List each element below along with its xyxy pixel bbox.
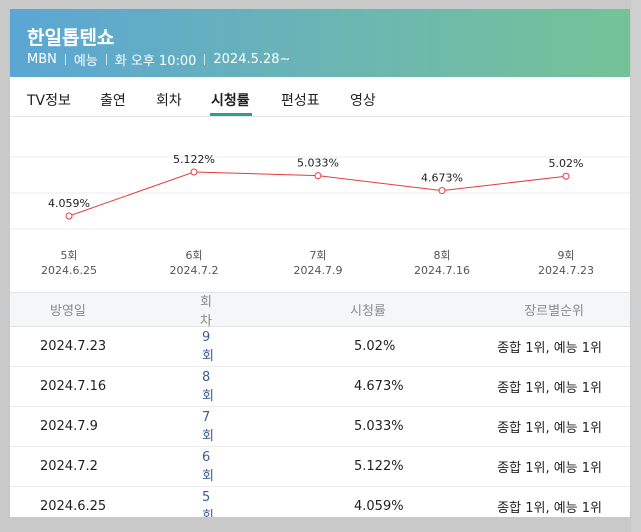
table-header: 방영일 회차 시청률 장르별순위 <box>10 292 630 329</box>
tab-ratings[interactable]: 시청률 <box>211 93 250 109</box>
tab-video[interactable]: 영상 <box>350 93 376 109</box>
program-title[interactable]: 한일톱텐쇼 <box>27 27 115 49</box>
header-rating: 시청률 <box>350 304 386 319</box>
table-row: 2024.7.2 6회 5.122% 종합 1위, 예능 1위 <box>10 447 630 487</box>
start-date-label: 2024.5.28~ <box>213 52 291 67</box>
ratings-line-chart: 4.059% 5회 2024.6.25 5.122% 6회 2024.7.2 5.033% 7… <box>10 153 630 277</box>
row-date: 2024.6.25 <box>40 499 107 514</box>
row-rating: 5.02% <box>354 339 396 354</box>
row-date: 2024.7.23 <box>40 339 107 354</box>
ratings-card: 한일톱텐쇼 MBN 예능 화 오후 10:00 2024.5.28~ TV정보 … <box>10 9 630 517</box>
x-tick-date: 2024.6.25 <box>41 264 97 277</box>
episode-link[interactable]: 8회 <box>202 369 214 404</box>
data-point <box>314 172 322 180</box>
table-row: 2024.7.9 7회 5.033% 종합 1위, 예능 1위 <box>10 407 630 447</box>
row-rating: 4.059% <box>354 499 404 514</box>
data-point <box>438 187 446 195</box>
x-tick-date: 2024.7.2 <box>170 264 219 277</box>
active-tab-indicator <box>210 113 252 116</box>
data-label: 5.033% <box>297 157 339 170</box>
row-rank: 종합 1위, 예능 1위 <box>497 381 602 396</box>
row-rank: 종합 1위, 예능 1위 <box>497 461 602 476</box>
episode-link[interactable]: 5회 <box>202 489 214 518</box>
header-episode: 회차 <box>200 294 212 329</box>
episode-link[interactable]: 9회 <box>202 329 214 364</box>
data-label: 4.059% <box>48 197 90 210</box>
meta-divider <box>105 54 107 65</box>
program-header: 한일톱텐쇼 MBN 예능 화 오후 10:00 2024.5.28~ <box>10 9 630 77</box>
episode-link[interactable]: 7회 <box>202 409 214 444</box>
header-rank: 장르별순위 <box>524 304 584 319</box>
tab-episodes[interactable]: 회차 <box>156 93 182 109</box>
episode-link[interactable]: 6회 <box>202 449 214 484</box>
data-point <box>562 172 570 180</box>
ratings-table: 방영일 회차 시청률 장르별순위 2024.7.23 9회 5.02% 종합 1… <box>10 292 630 517</box>
row-date: 2024.7.2 <box>40 459 98 474</box>
tab-cast[interactable]: 출연 <box>100 93 126 109</box>
row-rank: 종합 1위, 예능 1위 <box>497 421 602 436</box>
x-tick-episode: 6회 <box>185 249 202 262</box>
data-label: 5.122% <box>173 153 215 166</box>
x-tick-episode: 8회 <box>433 249 450 262</box>
table-row: 2024.7.23 9회 5.02% 종합 1위, 예능 1위 <box>10 327 630 367</box>
genre-label: 예능 <box>73 54 98 69</box>
row-rating: 5.033% <box>354 419 404 434</box>
x-tick-episode: 9회 <box>557 249 574 262</box>
row-rating: 5.122% <box>354 459 404 474</box>
row-rank: 종합 1위, 예능 1위 <box>497 501 602 516</box>
row-date: 2024.7.16 <box>40 379 107 394</box>
x-tick-date: 2024.7.23 <box>538 264 594 277</box>
tab-tv-info[interactable]: TV정보 <box>27 93 71 109</box>
row-date: 2024.7.9 <box>40 419 98 434</box>
tab-bar: TV정보 출연 회차 시청률 편성표 영상 <box>10 77 630 117</box>
schedule-label: 화 오후 10:00 <box>114 54 197 69</box>
table-row: 2024.7.16 8회 4.673% 종합 1위, 예능 1위 <box>10 367 630 407</box>
x-tick-episode: 5회 <box>60 249 77 262</box>
meta-divider <box>64 54 66 65</box>
data-label: 4.673% <box>421 172 463 185</box>
data-point <box>190 168 198 176</box>
table-row: 2024.6.25 5회 4.059% 종합 1위, 예능 1위 <box>10 487 630 518</box>
row-rating: 4.673% <box>354 379 404 394</box>
header-date: 방영일 <box>50 304 86 319</box>
meta-divider <box>204 54 206 65</box>
data-point <box>65 212 73 220</box>
data-label: 5.02% <box>549 157 584 170</box>
x-tick-date: 2024.7.16 <box>414 264 470 277</box>
x-tick-date: 2024.7.9 <box>294 264 343 277</box>
program-meta: MBN 예능 화 오후 10:00 2024.5.28~ <box>27 50 290 69</box>
tab-schedule[interactable]: 편성표 <box>281 93 320 109</box>
channel-label: MBN <box>27 52 57 67</box>
row-rank: 종합 1위, 예능 1위 <box>497 341 602 356</box>
page-scrollbar[interactable] <box>631 0 641 532</box>
x-tick-episode: 7회 <box>309 249 326 262</box>
